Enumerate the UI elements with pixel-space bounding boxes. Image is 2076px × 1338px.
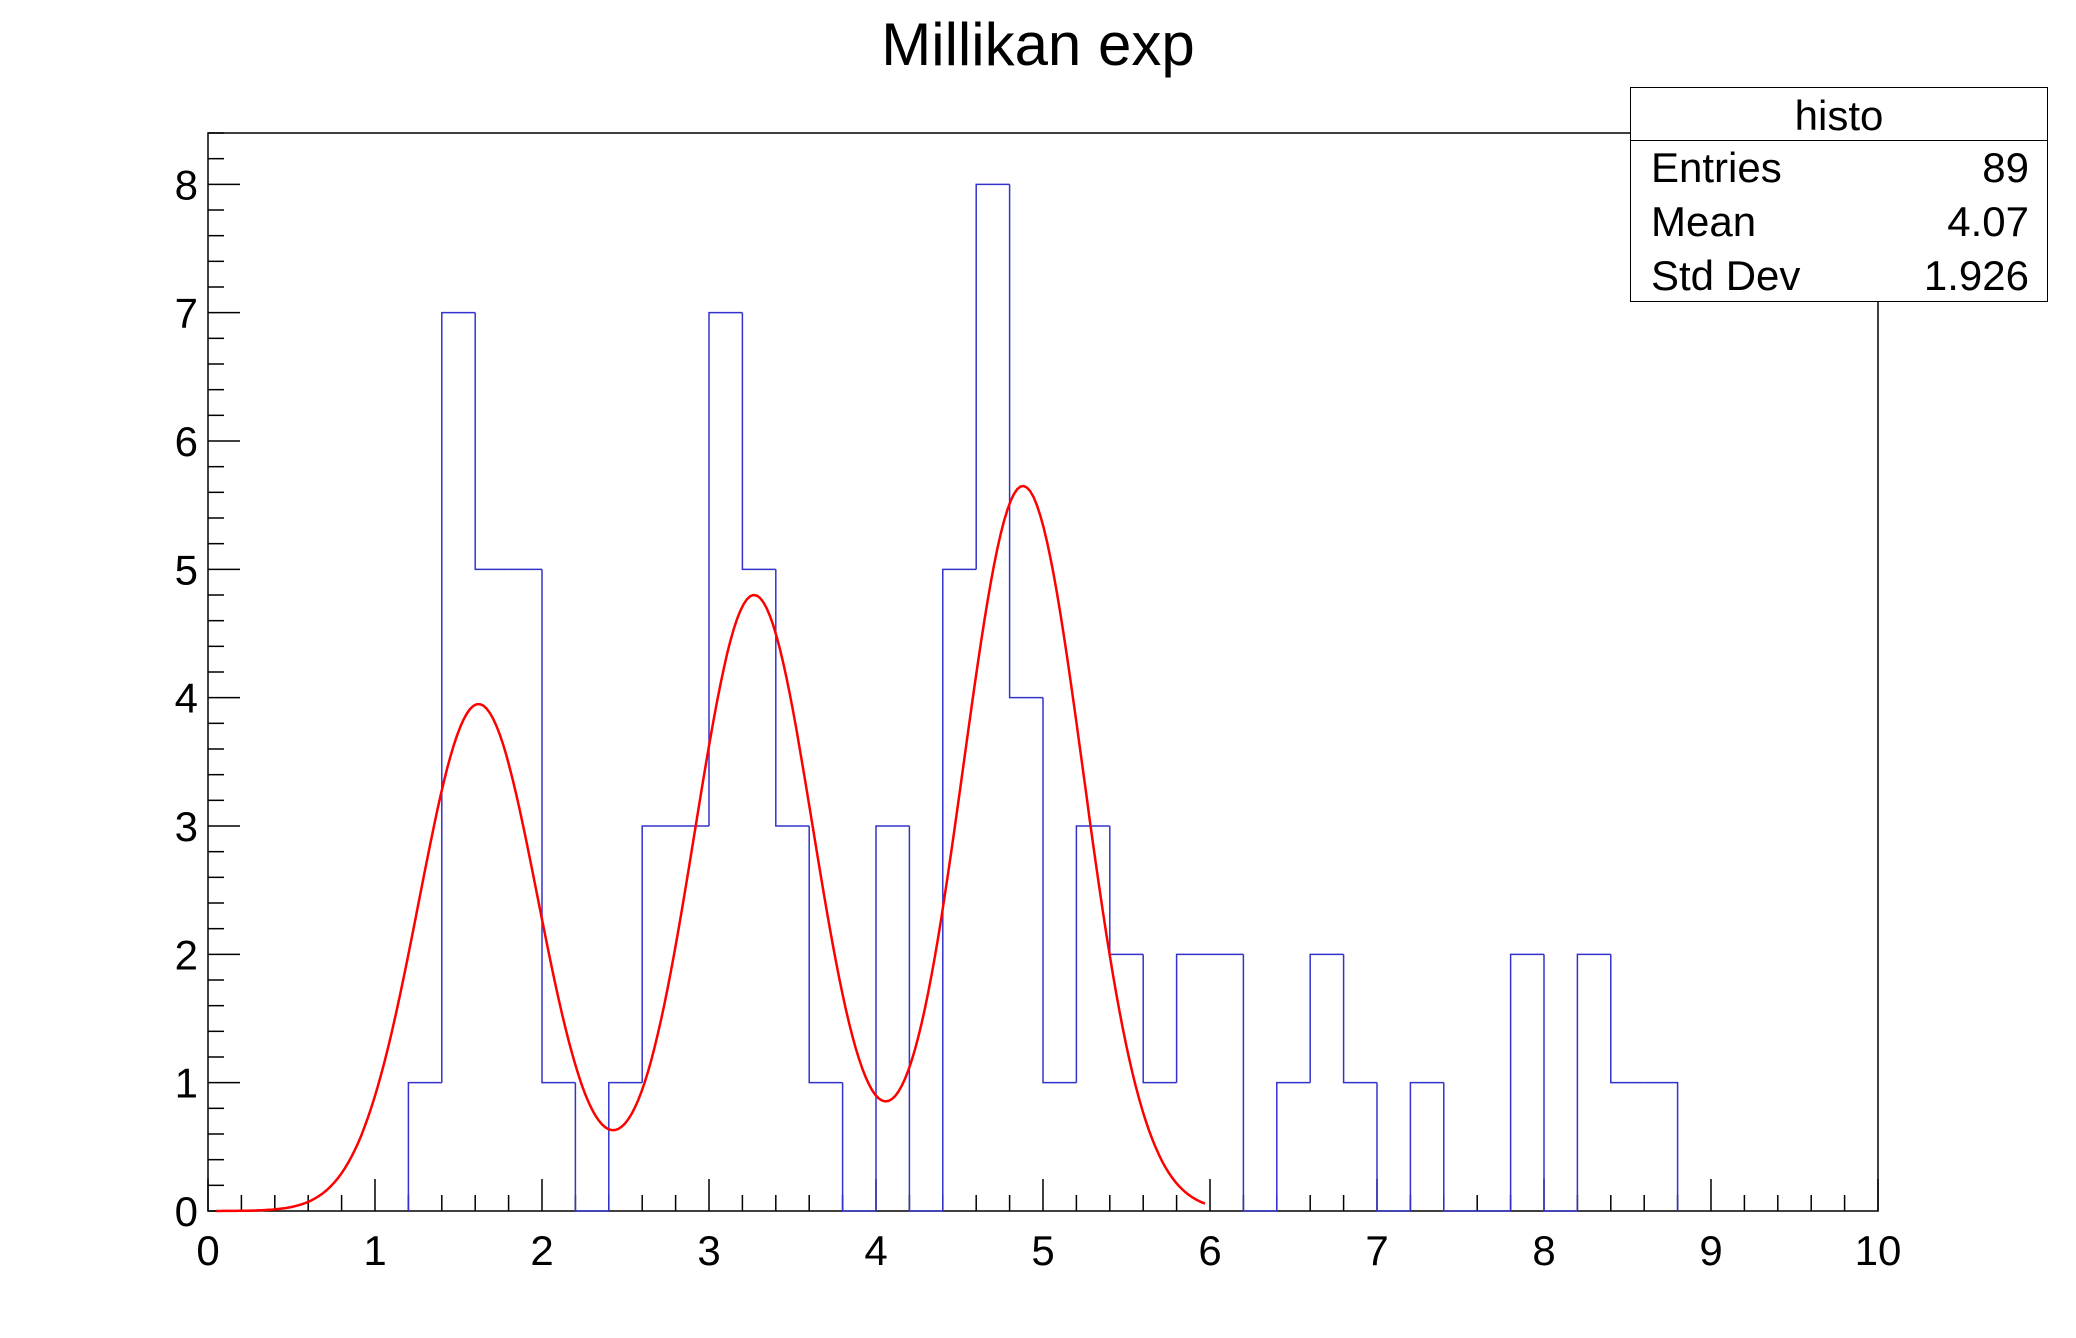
y-tick-label: 5 — [175, 546, 198, 593]
x-tick-label: 2 — [530, 1227, 553, 1274]
chart-title: Millikan exp — [881, 11, 1195, 78]
y-tick-label: 2 — [175, 931, 198, 978]
histogram-bin — [441, 311, 476, 1083]
histogram-bin — [1109, 826, 1144, 956]
histogram-bin — [474, 312, 509, 571]
histogram-bin — [875, 825, 910, 1211]
axis-tick-labels: 0 1 2 3 4 5 6 7 8 9 10 0 1 2 3 4 5 6 7 8 — [175, 161, 1902, 1274]
histogram-bin — [1175, 953, 1210, 1083]
histogram-bin — [1443, 1082, 1478, 1212]
stats-label-std-dev: Std Dev — [1651, 252, 1801, 299]
histogram-bin — [1309, 953, 1344, 1083]
histogram-bin — [407, 1081, 442, 1211]
histogram-bin — [1644, 1081, 1679, 1211]
histogram-bin — [1008, 184, 1043, 699]
histogram-bin — [1242, 954, 1277, 1212]
y-tick-label: 0 — [175, 1188, 198, 1235]
histogram-bin — [1342, 954, 1377, 1084]
y-tick-label: 7 — [175, 290, 198, 337]
histogram-bin — [841, 1082, 876, 1212]
x-tick-label: 4 — [864, 1227, 887, 1274]
stats-row-mean: Mean 4.07 — [1651, 195, 2029, 249]
stats-value-mean: 4.07 — [1947, 198, 2029, 245]
histogram-bin — [808, 826, 843, 1084]
histogram-bin — [1075, 825, 1110, 1083]
x-tick-label: 1 — [363, 1227, 386, 1274]
x-tick-label: 6 — [1198, 1227, 1221, 1274]
y-tick-label: 4 — [175, 675, 198, 722]
stats-value-entries: 89 — [1982, 144, 2029, 191]
histogram-bin — [1409, 1081, 1444, 1211]
stats-row-entries: Entries 89 — [1651, 141, 2029, 195]
histogram-bin — [975, 183, 1010, 570]
x-tick-label: 3 — [697, 1227, 720, 1274]
histogram-bins — [407, 183, 1679, 1212]
y-tick-label: 8 — [175, 161, 198, 208]
y-tick-label: 1 — [175, 1060, 198, 1107]
fit-curve — [216, 484, 1206, 1213]
histogram-bin — [1509, 953, 1544, 1211]
histogram-bin — [741, 312, 776, 571]
histogram-bin — [1376, 1082, 1411, 1212]
stats-row-std-dev: Std Dev 1.926 — [1651, 249, 2029, 303]
histogram-bin — [1042, 697, 1077, 1084]
histogram-bin — [775, 569, 810, 827]
stats-label-entries: Entries — [1651, 144, 1782, 191]
histogram-bin — [1276, 1081, 1311, 1211]
histogram-bin — [708, 311, 743, 826]
stats-box-title: histo — [1631, 88, 2047, 141]
x-tick-label: 9 — [1699, 1227, 1722, 1274]
histogram-bin — [641, 825, 676, 1083]
histogram-bin — [574, 1082, 609, 1212]
y-tick-label: 6 — [175, 418, 198, 465]
histogram-bin — [1543, 954, 1578, 1212]
histogram-bin — [942, 568, 977, 1211]
histogram-bin — [541, 569, 576, 1084]
x-tick-label: 5 — [1031, 1227, 1054, 1274]
histogram-bin — [908, 826, 943, 1212]
x-tick-label: 0 — [196, 1227, 219, 1274]
stats-value-std-dev: 1.926 — [1923, 252, 2029, 299]
stats-label-mean: Mean — [1651, 198, 1757, 245]
x-tick-label: 7 — [1365, 1227, 1388, 1274]
histogram-bin — [1142, 954, 1177, 1084]
histogram-bin — [1610, 954, 1645, 1084]
histogram-bin — [1576, 953, 1611, 1211]
x-tick-label: 8 — [1532, 1227, 1555, 1274]
stats-box: histo Entries 89 Mean 4.07 Std Dev 1.926 — [1630, 87, 2048, 302]
y-tick-label: 3 — [175, 803, 198, 850]
fit-curve-group — [216, 484, 1206, 1213]
x-tick-label: 10 — [1855, 1227, 1902, 1274]
histogram-bin — [608, 1081, 643, 1211]
